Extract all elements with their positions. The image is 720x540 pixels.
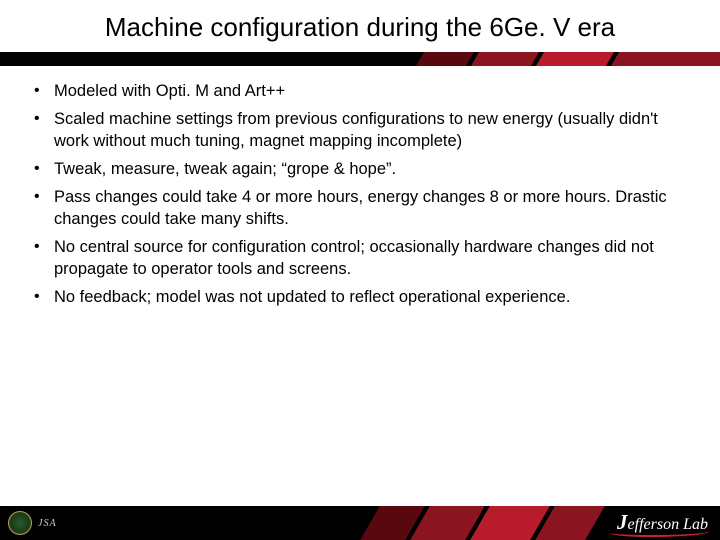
list-item: • Modeled with Opti. M and Art++ bbox=[34, 80, 690, 102]
bullet-text: No feedback; model was not updated to re… bbox=[54, 286, 570, 308]
slide-title: Machine configuration during the 6Ge. V … bbox=[0, 12, 720, 43]
divider-accent bbox=[471, 52, 539, 66]
title-divider bbox=[0, 52, 720, 66]
bullet-icon: • bbox=[34, 80, 54, 102]
bullet-icon: • bbox=[34, 158, 54, 180]
list-item: • No feedback; model was not updated to … bbox=[34, 286, 690, 308]
bullet-text: No central source for configuration cont… bbox=[54, 236, 690, 280]
footer-logo-left: JSA bbox=[8, 511, 57, 535]
jsa-text: JSA bbox=[38, 518, 57, 529]
bullet-list: • Modeled with Opti. M and Art++ • Scale… bbox=[34, 80, 690, 314]
footer-bar: JSA Jefferson Lab bbox=[0, 506, 720, 540]
bullet-icon: • bbox=[34, 286, 54, 308]
bullet-icon: • bbox=[34, 108, 54, 130]
swoosh-icon bbox=[610, 527, 710, 537]
seal-icon bbox=[8, 511, 32, 535]
divider-accent bbox=[416, 52, 474, 66]
list-item: • Tweak, measure, tweak again; “grope & … bbox=[34, 158, 690, 180]
divider-accent bbox=[611, 52, 720, 66]
bullet-icon: • bbox=[34, 186, 54, 208]
list-item: • Pass changes could take 4 or more hour… bbox=[34, 186, 690, 230]
divider-accent bbox=[536, 52, 614, 66]
bullet-text: Scaled machine settings from previous co… bbox=[54, 108, 690, 152]
bullet-icon: • bbox=[34, 236, 54, 258]
bullet-text: Modeled with Opti. M and Art++ bbox=[54, 80, 285, 102]
list-item: • Scaled machine settings from previous … bbox=[34, 108, 690, 152]
bullet-text: Tweak, measure, tweak again; “grope & ho… bbox=[54, 158, 396, 180]
slide: Machine configuration during the 6Ge. V … bbox=[0, 0, 720, 540]
list-item: • No central source for configuration co… bbox=[34, 236, 690, 280]
bullet-text: Pass changes could take 4 or more hours,… bbox=[54, 186, 690, 230]
footer-logo-right: Jefferson Lab bbox=[617, 510, 708, 535]
